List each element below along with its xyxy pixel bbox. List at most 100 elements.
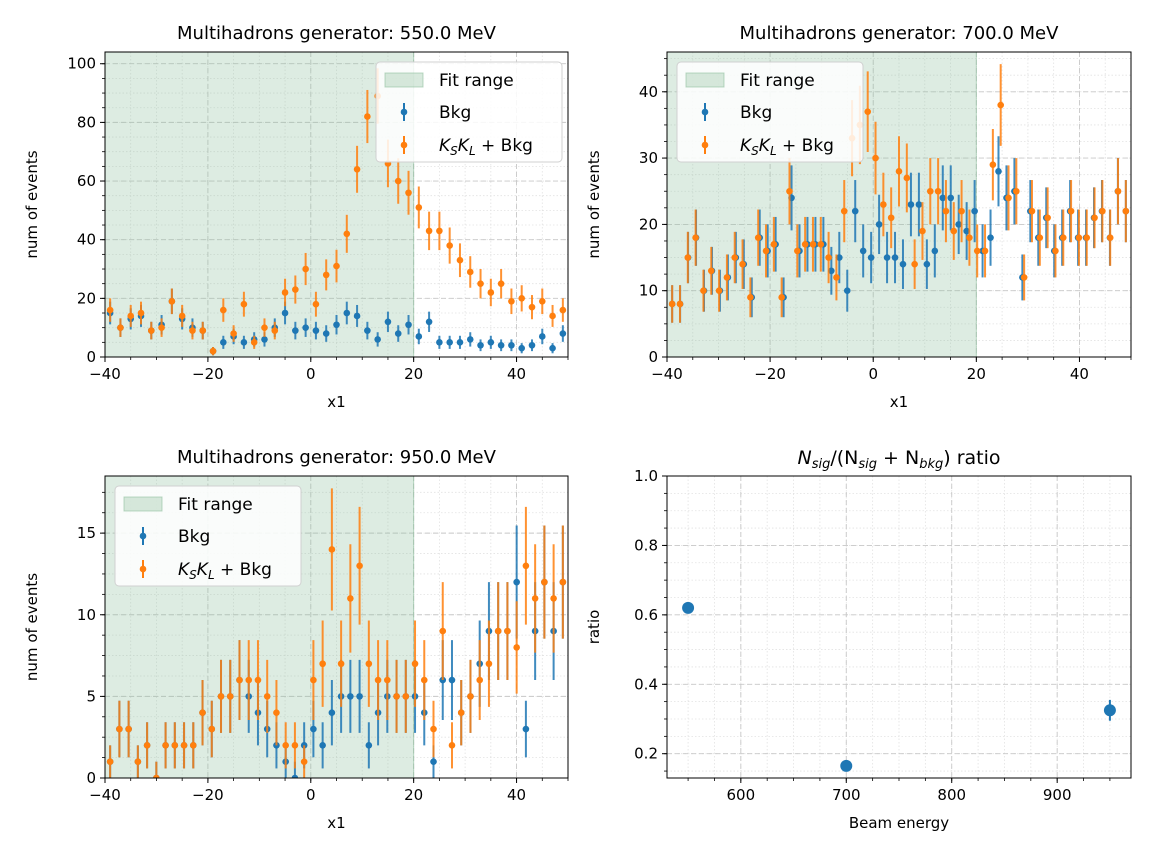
sig-point	[1075, 234, 1083, 241]
sig-point	[364, 113, 371, 120]
sig-point	[518, 295, 525, 302]
legend-sig-marker	[400, 141, 408, 149]
x-tick-label: −40	[651, 365, 683, 383]
sig-point	[250, 339, 258, 346]
legend-sig-sig_main: K	[178, 560, 191, 580]
bkg-point	[915, 201, 923, 208]
sig-point	[425, 227, 433, 235]
x-tick-label: 0	[306, 786, 316, 804]
sig-point	[801, 240, 809, 248]
sig-point	[384, 676, 391, 684]
legend-sig-sig_tail: + Bkg	[777, 136, 834, 156]
sig-point	[292, 286, 299, 293]
legend-sig-sig_k2: K	[759, 136, 772, 156]
sig-point	[209, 347, 217, 355]
sig-point	[1044, 214, 1051, 222]
y-tick-label: 40	[77, 231, 96, 249]
sig-point	[926, 187, 934, 195]
sig-point	[208, 725, 216, 733]
sig-point	[448, 742, 456, 749]
sig-point	[436, 227, 443, 235]
y-tick-label: 0.6	[634, 606, 658, 624]
sig-point	[762, 247, 770, 255]
title-title_tail: ) ratio	[943, 447, 1000, 469]
sig-point	[180, 742, 188, 749]
bkg-point	[859, 247, 867, 255]
bkg-point	[374, 336, 381, 343]
legend-sig-sig_k2: K	[458, 136, 471, 156]
bkg-point	[891, 254, 899, 261]
data-layer	[106, 488, 567, 778]
sig-point	[1028, 207, 1036, 215]
bkg-point	[939, 194, 947, 202]
sig-point	[353, 166, 361, 173]
sig-point	[300, 758, 308, 765]
legend-sig-sig_s: S	[751, 144, 759, 158]
sig-point	[240, 300, 248, 308]
bkg-point	[497, 341, 505, 349]
legend-sig-sig_tail: + Bkg	[476, 136, 533, 156]
sig-point	[162, 742, 169, 749]
title-title_sub1: sig	[812, 457, 831, 472]
sig-point	[1005, 194, 1012, 202]
sig-point	[981, 247, 989, 255]
bkg-point	[851, 207, 859, 215]
sig-point	[872, 154, 879, 162]
title-title_mid: /(N	[830, 447, 858, 469]
bkg-point	[436, 339, 443, 346]
sig-point	[747, 294, 754, 301]
y-tick-label: 0.2	[634, 745, 658, 763]
sig-point	[508, 297, 515, 305]
sig-point	[117, 324, 124, 331]
y-tick-label: 5	[86, 687, 96, 705]
sig-point	[168, 297, 176, 305]
sig-point	[281, 289, 289, 296]
sig-point	[559, 306, 567, 314]
sig-point	[405, 189, 412, 197]
sig-point	[415, 204, 423, 211]
x-tick-label: 20	[404, 365, 423, 383]
bkg-point	[353, 312, 361, 320]
legend-sig-sig_l: L	[469, 144, 476, 158]
y-tick-label: 30	[639, 149, 658, 167]
bkg-point	[322, 330, 330, 337]
chart-title: Multihadrons generator: 950.0 MeV	[177, 447, 497, 468]
sig-point	[302, 265, 309, 273]
sig-point	[1013, 187, 1020, 195]
sig-point	[1091, 214, 1098, 222]
bkg-point	[955, 221, 962, 228]
sig-point	[333, 262, 340, 270]
sig-point	[282, 742, 289, 749]
bkg-point	[319, 742, 326, 749]
sig-point	[374, 676, 382, 684]
legend-sig-label: KSKL + Bkg	[439, 136, 533, 158]
sig-point	[271, 327, 279, 334]
sig-point	[919, 227, 926, 235]
sig-point	[1059, 234, 1067, 241]
sig-point	[245, 676, 253, 684]
x-tick-label: 800	[937, 786, 966, 804]
bkg-point	[487, 339, 495, 346]
sig-point	[739, 260, 746, 268]
bkg-point	[415, 333, 423, 340]
bkg-point	[828, 267, 835, 275]
bkg-point	[518, 344, 525, 352]
bkg-point	[883, 254, 891, 261]
sig-point	[127, 312, 135, 320]
sig-series	[106, 488, 567, 778]
sig-point	[513, 644, 520, 651]
sig-point	[430, 725, 437, 733]
sig-point	[817, 240, 825, 248]
bkg-point	[240, 339, 248, 346]
ratio-series	[682, 601, 1116, 772]
y-tick-label: 15	[77, 524, 96, 542]
sig-point	[903, 174, 911, 182]
sig-point	[420, 676, 428, 684]
data-layer	[106, 68, 567, 356]
sig-point	[125, 725, 132, 733]
sig-point	[106, 758, 114, 765]
sig-point	[794, 247, 801, 255]
legend-sig-sig_l: L	[770, 144, 777, 158]
legend-fit-label: Fit range	[178, 495, 253, 515]
